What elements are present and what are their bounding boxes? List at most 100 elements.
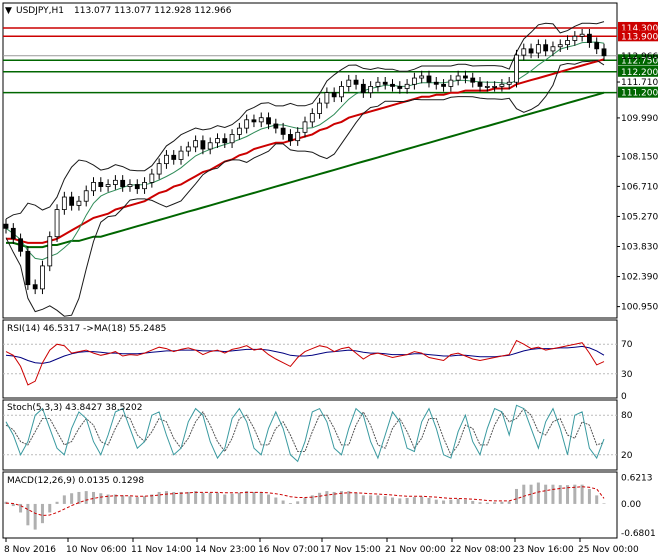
candle-body xyxy=(484,86,490,88)
candle-body xyxy=(535,44,541,54)
candle-body xyxy=(215,138,220,144)
candle-body xyxy=(171,154,177,160)
macd-bar xyxy=(303,497,307,504)
candle-body xyxy=(134,184,140,190)
candle-body xyxy=(200,140,206,150)
macd-bar xyxy=(507,501,511,504)
macd-bar xyxy=(164,491,168,504)
time-tick-label: 23 Nov 16:00 xyxy=(513,545,574,555)
macd-bar xyxy=(121,495,125,504)
candle-body xyxy=(295,131,301,142)
candle-body xyxy=(127,184,133,187)
level-label: 112.750 xyxy=(618,54,658,66)
macd-bar xyxy=(230,493,234,504)
rsi-title: RSI(14) 46.5317 ->MA(18) 55.2485 xyxy=(7,324,166,334)
macd-bar xyxy=(580,484,584,504)
candle-body xyxy=(273,123,279,129)
candle-body xyxy=(302,121,308,133)
macd-bar xyxy=(194,491,198,504)
macd-bar xyxy=(471,500,475,504)
candle-body xyxy=(149,173,155,183)
level-label: 111.200 xyxy=(618,86,658,99)
macd-bar xyxy=(33,503,37,530)
time-tick-label: 10 Nov 06:00 xyxy=(66,545,127,555)
macd-bar xyxy=(420,496,424,504)
price-tick-label: 103.830 xyxy=(621,242,658,252)
candle-body xyxy=(25,250,31,286)
macd-bar xyxy=(361,495,365,504)
macd-bar xyxy=(19,503,23,513)
macd-tick-label: -0.6801 xyxy=(621,529,656,539)
macd-bar xyxy=(398,498,402,504)
macd-bar xyxy=(485,502,489,504)
candle-body xyxy=(397,86,403,89)
macd-bar xyxy=(558,485,562,504)
macd-bar xyxy=(536,482,540,504)
candle-body xyxy=(557,44,563,48)
candle-body xyxy=(258,117,264,123)
candle-body xyxy=(441,83,446,87)
candle-body xyxy=(178,150,184,160)
level-label: 114.300 xyxy=(618,21,658,34)
candle-body xyxy=(587,33,592,43)
macd-bar xyxy=(391,497,395,504)
macd-bar xyxy=(48,503,52,513)
candle-body xyxy=(236,127,242,135)
price-tick-label: 108.150 xyxy=(621,152,658,162)
macd-bar xyxy=(376,495,380,504)
candle-body xyxy=(266,117,271,125)
macd-tick-label: 0.00 xyxy=(621,500,641,510)
macd-bar xyxy=(514,488,518,504)
macd-bar xyxy=(55,501,59,504)
candle-body xyxy=(368,86,374,94)
stoch-tick-label: 80 xyxy=(621,411,633,421)
stoch-tick-label: 20 xyxy=(621,451,633,461)
macd-bar xyxy=(135,497,139,504)
band-upper-line xyxy=(5,21,605,220)
macd-bar xyxy=(332,491,336,504)
macd-bar xyxy=(412,497,416,504)
macd-title: MACD(12,26,9) 0.0135 0.1298 xyxy=(7,476,144,486)
candle-body xyxy=(521,48,527,56)
macd-bar xyxy=(208,492,212,504)
macd-bar xyxy=(259,491,263,504)
macd-bar xyxy=(449,499,453,504)
macd-bar xyxy=(106,494,110,504)
macd-bar xyxy=(215,492,219,504)
macd-bar xyxy=(296,501,300,504)
macd-bar xyxy=(201,492,205,504)
candle-body xyxy=(193,140,199,148)
macd-bar xyxy=(434,499,438,504)
time-tick-label: 8 Nov 2016 xyxy=(4,545,56,555)
candle-body xyxy=(47,236,53,267)
level-label-text: 111.200 xyxy=(621,89,658,99)
candle-body xyxy=(594,42,600,50)
candle-body xyxy=(426,75,432,83)
level-label-text: 112.200 xyxy=(621,68,658,78)
candle-body xyxy=(331,92,337,98)
candle-body xyxy=(411,77,417,85)
macd-bar xyxy=(595,495,599,504)
macd-bar xyxy=(157,491,161,504)
candle-body xyxy=(76,200,82,206)
level-label-text: 114.300 xyxy=(621,24,658,34)
macd-bar xyxy=(150,494,154,504)
candle-body xyxy=(455,75,461,81)
candle-body xyxy=(353,79,359,85)
chart-menu-icon[interactable]: ▼ xyxy=(5,6,12,16)
macd-bar xyxy=(143,496,147,504)
candle-body xyxy=(543,44,549,52)
candle-body xyxy=(390,83,395,87)
macd-bar xyxy=(493,502,497,504)
macd-bar xyxy=(128,496,132,504)
macd-bar xyxy=(551,484,555,504)
macd-bar xyxy=(405,497,409,504)
time-tick-label: 21 Nov 00:00 xyxy=(385,545,446,555)
level-label-bg xyxy=(618,86,658,98)
macd-bar xyxy=(40,503,44,524)
candle-body xyxy=(222,138,228,144)
macd-bar xyxy=(237,492,241,504)
level-label-text: 113.900 xyxy=(621,32,658,42)
price-tick-label: 106.710 xyxy=(621,182,658,192)
candle-body xyxy=(324,92,330,104)
